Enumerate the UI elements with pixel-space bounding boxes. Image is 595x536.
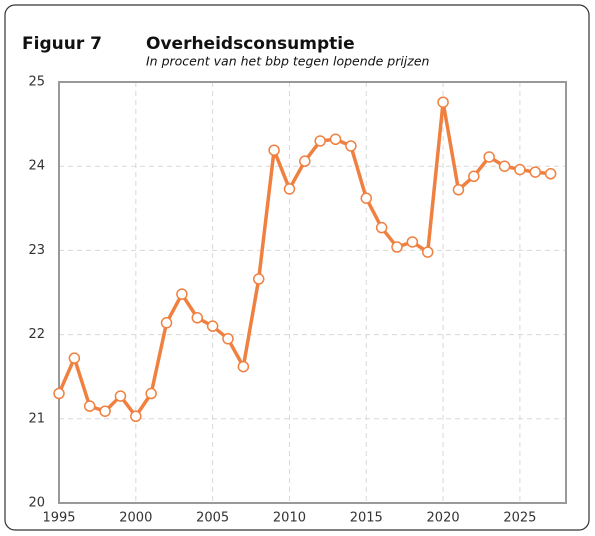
point [421,246,434,258]
point [83,400,96,412]
y-tick-label: 22 [28,327,45,342]
y-tick-label: 20 [28,496,45,511]
point [145,387,157,400]
x-tick-label: 2025 [503,511,536,526]
point [498,160,511,172]
point [437,96,449,108]
figure-label: Figuur 7 [22,34,102,54]
point [222,333,234,345]
point [375,221,388,234]
point [360,192,373,204]
point [99,405,111,417]
x-tick-label: 2015 [350,511,383,526]
point [252,273,265,285]
point [468,170,480,183]
point [68,352,81,364]
chart-subtitle: In procent van het bbp tegen lopende pri… [146,54,430,69]
point [314,135,326,147]
point [114,390,127,402]
point [483,151,495,163]
point [130,410,142,423]
x-tick-label: 2005 [196,511,229,526]
x-tick-label: 2000 [119,511,152,526]
point [176,288,188,300]
point [329,133,342,146]
plot-border [58,81,567,504]
x-tick-label: 1995 [42,511,75,526]
y-tick-label: 25 [28,75,45,90]
chart-title: Overheidsconsumptie [146,34,355,54]
point [514,163,526,176]
point [53,387,65,400]
y-tick-label: 24 [28,159,45,174]
point [299,155,311,167]
point [191,312,204,324]
point [544,168,557,180]
point [345,140,357,152]
x-tick-label: 2010 [273,511,306,526]
point [391,241,403,253]
point [283,183,296,195]
point [237,360,250,373]
frame [4,4,590,531]
point [160,317,173,329]
point [206,320,219,332]
y-tick-label: 23 [28,243,45,258]
point [406,236,419,248]
point [452,184,465,196]
y-tick-label: 21 [28,411,45,426]
point [268,144,280,156]
x-tick-label: 2020 [427,511,460,526]
point [529,166,542,178]
